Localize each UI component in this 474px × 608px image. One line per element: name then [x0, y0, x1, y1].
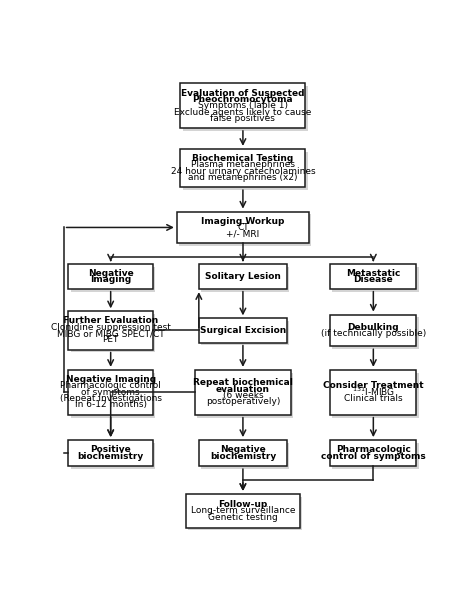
Text: Imaging: Imaging — [90, 275, 131, 285]
Text: Repeat biochemical: Repeat biochemical — [193, 378, 293, 387]
Text: of symptoms: of symptoms — [82, 388, 140, 397]
Text: and metanephrines (x2): and metanephrines (x2) — [188, 173, 298, 182]
Text: false positives: false positives — [210, 114, 275, 123]
FancyBboxPatch shape — [182, 151, 308, 190]
Text: postoperatively): postoperatively) — [206, 397, 280, 406]
Text: PET: PET — [102, 336, 119, 344]
FancyBboxPatch shape — [332, 373, 419, 418]
Text: Positive: Positive — [91, 446, 131, 454]
Text: +/- MRI: +/- MRI — [226, 229, 260, 238]
Text: Negative Imaging: Negative Imaging — [65, 375, 156, 384]
Text: control of symptoms: control of symptoms — [321, 452, 426, 461]
FancyBboxPatch shape — [71, 314, 155, 353]
FancyBboxPatch shape — [182, 86, 308, 131]
Text: Consider Treatment: Consider Treatment — [323, 381, 424, 390]
Text: CT: CT — [237, 223, 249, 232]
FancyBboxPatch shape — [177, 212, 309, 243]
FancyBboxPatch shape — [186, 494, 300, 528]
FancyBboxPatch shape — [197, 373, 293, 418]
Text: Symptoms (Table 1): Symptoms (Table 1) — [198, 101, 288, 110]
Text: Pheochromocytoma: Pheochromocytoma — [192, 95, 293, 104]
Text: biochemistry: biochemistry — [78, 452, 144, 461]
FancyBboxPatch shape — [330, 370, 417, 415]
Text: $^{131}$I-MIBG: $^{131}$I-MIBG — [352, 386, 395, 398]
Text: (6 weeks: (6 weeks — [223, 391, 263, 400]
FancyBboxPatch shape — [330, 264, 417, 289]
FancyBboxPatch shape — [71, 373, 155, 418]
Text: biochemistry: biochemistry — [210, 452, 276, 461]
Text: Clonidine suppression test: Clonidine suppression test — [51, 323, 171, 332]
Text: 24 hour urinary catecholamines: 24 hour urinary catecholamines — [171, 167, 315, 176]
FancyBboxPatch shape — [71, 268, 155, 292]
FancyBboxPatch shape — [330, 440, 417, 466]
Text: Surgical Excision: Surgical Excision — [200, 326, 286, 335]
Text: Pharmacologic: Pharmacologic — [336, 446, 411, 454]
FancyBboxPatch shape — [68, 264, 153, 289]
Text: Exclude agents likely to cause: Exclude agents likely to cause — [174, 108, 311, 117]
Text: Plasma metanephrines: Plasma metanephrines — [191, 161, 295, 170]
FancyBboxPatch shape — [330, 314, 417, 347]
FancyBboxPatch shape — [332, 268, 419, 292]
FancyBboxPatch shape — [179, 215, 311, 246]
Text: Long-term surveillance: Long-term surveillance — [191, 506, 295, 515]
Text: (Repeat investigations: (Repeat investigations — [60, 394, 162, 403]
Text: evaluation: evaluation — [216, 385, 270, 393]
FancyBboxPatch shape — [181, 83, 305, 128]
Text: Further Evaluation: Further Evaluation — [63, 317, 158, 325]
FancyBboxPatch shape — [332, 443, 419, 469]
FancyBboxPatch shape — [188, 497, 302, 530]
Text: Debulking: Debulking — [347, 323, 399, 332]
FancyBboxPatch shape — [195, 370, 291, 415]
Text: Solitary Lesion: Solitary Lesion — [205, 272, 281, 281]
FancyBboxPatch shape — [201, 268, 289, 292]
Text: Genetic testing: Genetic testing — [208, 513, 278, 522]
Text: MIBG or MIBG SPECT/CT: MIBG or MIBG SPECT/CT — [57, 329, 164, 338]
FancyBboxPatch shape — [68, 370, 153, 415]
Text: Pharmacologic control: Pharmacologic control — [60, 381, 161, 390]
Text: (if technically possible): (if technically possible) — [321, 329, 426, 338]
Text: Biochemical Testing: Biochemical Testing — [192, 154, 293, 163]
FancyBboxPatch shape — [199, 440, 287, 466]
Text: in 6-12 months): in 6-12 months) — [75, 401, 146, 409]
FancyBboxPatch shape — [71, 443, 155, 469]
Text: Clinical trials: Clinical trials — [344, 394, 402, 403]
FancyBboxPatch shape — [68, 440, 153, 466]
FancyBboxPatch shape — [201, 321, 289, 345]
FancyBboxPatch shape — [199, 264, 287, 289]
FancyBboxPatch shape — [201, 443, 289, 469]
FancyBboxPatch shape — [181, 149, 305, 187]
Text: Evaluation of Suspected: Evaluation of Suspected — [181, 89, 305, 98]
Text: Negative: Negative — [88, 269, 134, 278]
FancyBboxPatch shape — [199, 318, 287, 343]
Text: Negative: Negative — [220, 446, 266, 454]
Text: Imaging Workup: Imaging Workup — [201, 216, 284, 226]
FancyBboxPatch shape — [68, 311, 153, 350]
FancyBboxPatch shape — [332, 317, 419, 349]
Text: Metastatic: Metastatic — [346, 269, 401, 278]
Text: Follow-up: Follow-up — [219, 500, 267, 509]
Text: Disease: Disease — [354, 275, 393, 285]
